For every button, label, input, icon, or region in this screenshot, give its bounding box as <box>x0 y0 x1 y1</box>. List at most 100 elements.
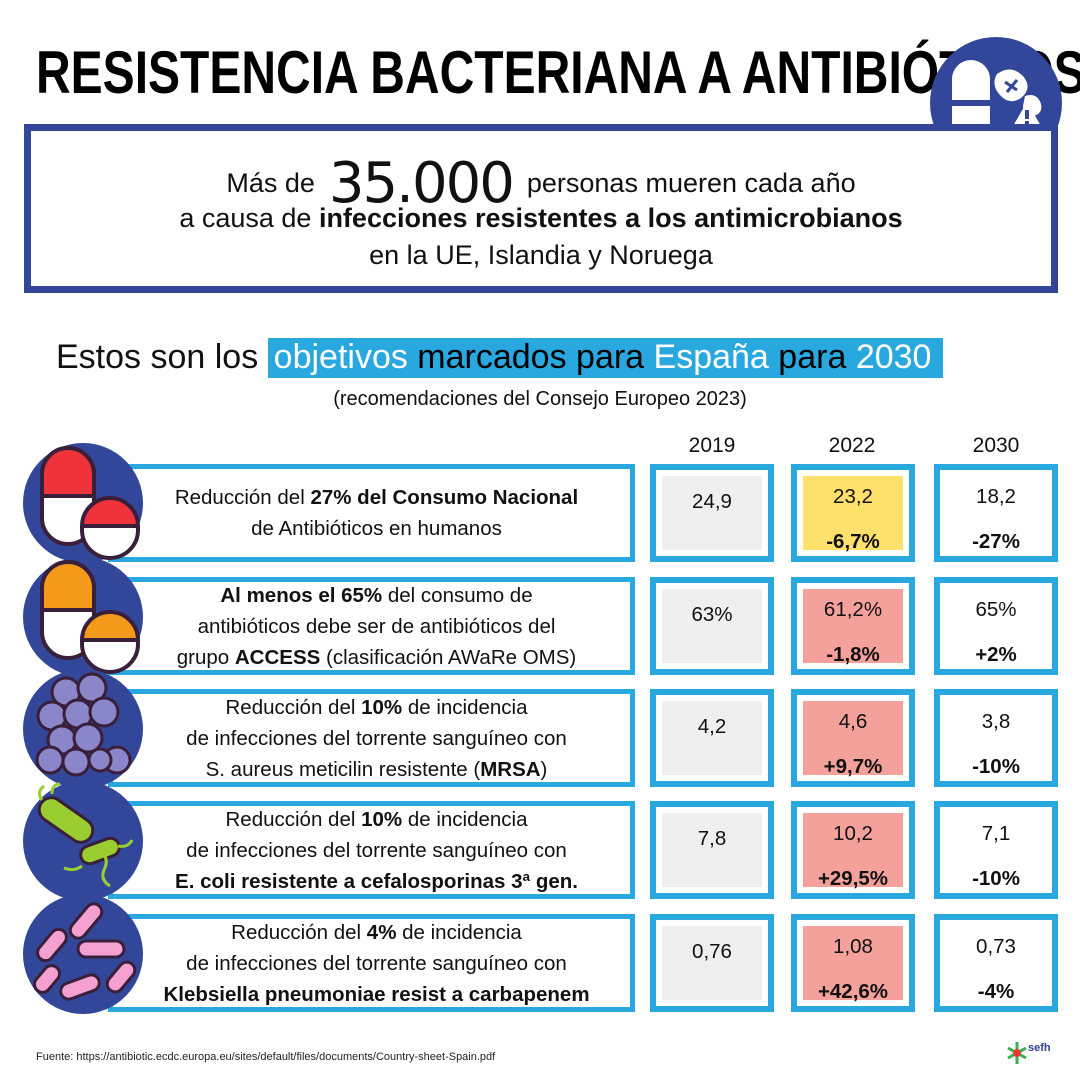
cell-fill: 1,08 +42,6% <box>803 926 903 1003</box>
objective-line1: Reducción del 10% de incidencia <box>186 692 567 723</box>
value-2030: 3,8 <box>981 710 1011 733</box>
objective-text-part: E. coli resistente a cefalosporinas 3ª g… <box>175 869 578 893</box>
page-title: RESISTENCIA BACTERIANA A ANTIBIÓTICOS <box>36 39 1080 106</box>
objective-text-part: 27% del Consumo Nacional <box>310 486 579 509</box>
deaths-number: 35.000 <box>328 151 515 216</box>
cell-fill: 0,73 -4% <box>946 926 1046 1003</box>
value-cell-2030: 3,8 -10% <box>934 689 1058 787</box>
objective-description: Reducción del 10% de incidencia de infecc… <box>108 801 635 899</box>
value-cell-2030: 7,1 -10% <box>934 801 1058 899</box>
cell-fill: 4,6 +9,7% <box>803 701 903 778</box>
cell-fill: 18,2 -27% <box>946 476 1046 553</box>
objective-text-part: 10% <box>361 807 403 831</box>
e-coli-bacteria-icon <box>23 781 143 901</box>
orange-capsule-pill-icon <box>23 557 143 677</box>
intro-line2-bold: infecciones resistentes a los antimicrob… <box>318 203 903 233</box>
objectives-hl-1: objetivos <box>273 338 408 376</box>
value-cell-2030: 0,73 -4% <box>934 914 1058 1012</box>
cell-fill: 7,1 -10% <box>946 813 1046 890</box>
target-change-2030: -4% <box>977 980 1015 1003</box>
value-cell-2022: 1,08 +42,6% <box>791 914 915 1012</box>
objective-text-part: MRSA <box>480 757 541 781</box>
value-2019: 7,8 <box>697 827 727 850</box>
cell-fill: 4,2 <box>662 701 762 775</box>
intro-line-1: Más de 35.000 personas mueren cada año <box>31 151 1051 216</box>
objective-text-part: Reducción del <box>225 695 362 719</box>
value-2019: 63% <box>691 603 733 626</box>
objective-text-part: 4% <box>366 920 397 944</box>
value-2022: 61,2% <box>823 598 883 621</box>
value-2030: 0,73 <box>976 935 1016 958</box>
sefh-logo-icon <box>1007 1042 1027 1064</box>
intro-post: personas mueren cada año <box>526 168 856 198</box>
change-2022: +29,5% <box>817 867 889 890</box>
change-2022: +42,6% <box>817 980 889 1003</box>
value-cell-2030: 65% +2% <box>934 577 1058 675</box>
objective-text-part: ACCESS <box>234 645 321 669</box>
objective-text-part: Reducción del <box>225 807 362 831</box>
objective-line1: Reducción del 10% de incidencia <box>175 804 578 835</box>
value-cell-2019: 24,9 <box>650 464 774 562</box>
sefh-logo: sefh <box>1006 1040 1066 1068</box>
objectives-hl-3: España <box>653 338 769 376</box>
objective-description: Al menos el 65% del consumo de antibiótic… <box>108 577 635 675</box>
objective-line2: de infecciones del torrente sanguíneo co… <box>175 835 578 866</box>
objective-line1: Reducción del 27% del Consumo Nacional <box>175 482 578 513</box>
value-2030: 18,2 <box>976 485 1016 508</box>
change-2022: -6,7% <box>826 530 880 553</box>
intro-line2-pre: a causa de <box>179 203 319 233</box>
cell-fill: 23,2 -6,7% <box>803 476 903 553</box>
value-cell-2022: 4,6 +9,7% <box>791 689 915 787</box>
objective-text-part: del consumo de <box>382 583 533 607</box>
objective-text-part: antibióticos debe ser de antibióticos de… <box>197 614 556 638</box>
intro-line-2: a causa de infecciones resistentes a los… <box>31 203 1051 234</box>
objective-text-part: (clasificación AWaRe OMS) <box>320 645 577 669</box>
value-cell-2030: 18,2 -27% <box>934 464 1058 562</box>
objective-text: Reducción del 4% de incidencia de infecci… <box>163 917 589 1010</box>
value-2019: 24,9 <box>692 490 732 513</box>
target-change-2030: -10% <box>972 755 1020 778</box>
objectives-highlight: objetivos marcados para España para 2030 <box>267 338 944 378</box>
objective-line2: de infecciones del torrente sanguíneo co… <box>163 948 589 979</box>
objective-line2: antibióticos debe ser de antibióticos de… <box>177 611 577 642</box>
value-2030: 7,1 <box>981 822 1011 845</box>
objective-text-part: de infecciones del torrente sanguíneo co… <box>186 726 567 750</box>
objective-text-part: de incidencia <box>396 920 522 944</box>
cell-fill: 65% +2% <box>946 589 1046 666</box>
objective-text-part: S. aureus meticilin resistente ( <box>205 757 481 781</box>
objective-line3: S. aureus meticilin resistente (MRSA) <box>186 754 567 785</box>
objective-line2: de Antibióticos en humanos <box>175 513 578 544</box>
value-cell-2022: 61,2% -1,8% <box>791 577 915 675</box>
objective-text-part: de infecciones del torrente sanguíneo co… <box>186 951 567 975</box>
year-header-2030: 2030 <box>972 434 1020 457</box>
target-change-2030: -27% <box>972 530 1020 553</box>
objective-text-part: de incidencia <box>402 807 528 831</box>
objective-description: Reducción del 10% de incidencia de infecc… <box>108 689 635 787</box>
objective-text-part: ) <box>540 757 548 781</box>
objective-text: Reducción del 10% de incidencia de infecc… <box>175 804 578 897</box>
objective-text-part: Reducción del <box>174 486 311 509</box>
intro-box: Más de 35.000 personas mueren cada año a c… <box>24 124 1058 293</box>
value-cell-2022: 10,2 +29,5% <box>791 801 915 899</box>
objectives-hl-4: para <box>768 338 856 376</box>
objective-text-part: Klebsiella pneumoniae resist a carbapene… <box>163 982 590 1006</box>
objective-text-part: de Antibióticos en humanos <box>251 517 502 540</box>
cell-fill: 0,76 <box>662 926 762 1000</box>
change-2022: +9,7% <box>823 755 883 778</box>
red-capsule-pill-icon <box>23 443 143 563</box>
objective-text: Reducción del 27% del Consumo Nacional de… <box>175 482 578 544</box>
objective-text: Al menos el 65% del consumo de antibiótic… <box>177 580 577 673</box>
klebsiella-rods-icon <box>23 894 143 1014</box>
intro-pre: Más de <box>226 168 315 198</box>
objective-text-part: de infecciones del torrente sanguíneo co… <box>186 838 567 862</box>
year-header-2022: 2022 <box>828 434 876 457</box>
objective-line3: E. coli resistente a cefalosporinas 3ª g… <box>175 866 578 897</box>
objective-text-part: Al menos el 65% <box>220 583 383 607</box>
value-cell-2019: 0,76 <box>650 914 774 1012</box>
year-header-2019: 2019 <box>688 434 736 457</box>
staphylococcus-cluster-icon <box>23 669 143 789</box>
source-footnote: Fuente: https://antibiotic.ecdc.europa.e… <box>36 1051 496 1063</box>
value-2022: 4,6 <box>838 710 868 733</box>
change-2022: -1,8% <box>826 643 880 666</box>
objective-description: Reducción del 27% del Consumo Nacional de… <box>108 464 635 562</box>
